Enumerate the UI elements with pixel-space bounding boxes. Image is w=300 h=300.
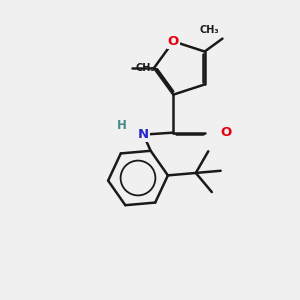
Text: CH₃: CH₃ xyxy=(136,63,156,73)
Text: O: O xyxy=(168,35,179,48)
Text: H: H xyxy=(116,119,126,132)
Text: O: O xyxy=(220,126,232,139)
Text: N: N xyxy=(138,128,149,141)
Text: CH₃: CH₃ xyxy=(200,25,220,34)
